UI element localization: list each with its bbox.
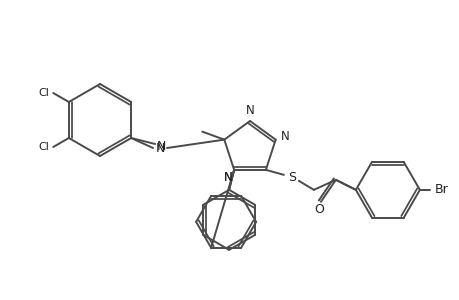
Text: N: N [156, 140, 166, 152]
Text: N: N [245, 104, 254, 118]
Text: N: N [224, 171, 232, 184]
Text: N: N [224, 171, 232, 184]
Text: Br: Br [434, 183, 448, 196]
Text: Cl: Cl [38, 88, 49, 98]
Text: N: N [280, 130, 289, 143]
Text: S: S [287, 171, 295, 184]
Text: O: O [313, 203, 323, 216]
Text: Cl: Cl [38, 142, 49, 152]
Text: N: N [155, 142, 164, 154]
